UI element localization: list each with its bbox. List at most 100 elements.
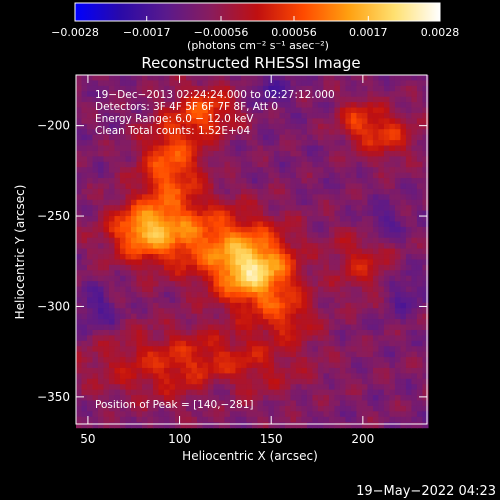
heatmap-cell bbox=[394, 91, 402, 98]
heatmap-cell bbox=[180, 85, 187, 92]
heatmap-cell bbox=[185, 405, 193, 412]
heatmap-cell bbox=[251, 405, 259, 412]
heatmap-cell bbox=[350, 112, 358, 119]
heatmap-cell bbox=[416, 226, 424, 233]
heatmap-cell bbox=[383, 123, 391, 130]
heatmap-cell bbox=[92, 411, 99, 418]
heatmap-cell bbox=[229, 319, 237, 326]
heatmap-cell bbox=[339, 112, 347, 119]
heatmap-cell bbox=[207, 400, 215, 407]
heatmap-cell bbox=[141, 134, 149, 141]
heatmap-cell bbox=[191, 373, 198, 380]
heatmap-cell bbox=[174, 329, 182, 336]
heatmap-cell bbox=[125, 188, 132, 195]
heatmap-cell bbox=[147, 340, 154, 347]
heatmap-cell bbox=[246, 145, 253, 152]
heatmap-cell bbox=[152, 400, 160, 407]
heatmap-cell bbox=[114, 167, 121, 174]
heatmap-cell bbox=[356, 112, 363, 119]
heatmap-cell bbox=[119, 96, 127, 103]
heatmap-cell bbox=[290, 172, 297, 179]
heatmap-cell bbox=[262, 335, 270, 342]
heatmap-cell bbox=[169, 205, 176, 212]
heatmap-cell bbox=[169, 308, 176, 315]
heatmap-cell bbox=[334, 395, 341, 402]
heatmap-cell bbox=[97, 123, 105, 130]
heatmap-cell bbox=[422, 308, 429, 315]
heatmap-cell bbox=[284, 216, 292, 223]
heatmap-cell bbox=[108, 395, 116, 402]
heatmap-cell bbox=[81, 308, 88, 315]
heatmap-cell bbox=[213, 411, 220, 418]
heatmap-cell bbox=[405, 226, 413, 233]
heatmap-cell bbox=[235, 422, 242, 429]
heatmap-cell bbox=[196, 297, 204, 304]
heatmap-cell bbox=[268, 270, 275, 277]
heatmap-cell bbox=[257, 221, 264, 228]
heatmap-cell bbox=[97, 226, 105, 233]
heatmap-cell bbox=[97, 237, 105, 244]
heatmap-cell bbox=[246, 405, 253, 412]
heatmap-cell bbox=[224, 259, 231, 266]
heatmap-cell bbox=[235, 405, 242, 412]
heatmap-cell bbox=[295, 259, 303, 266]
heatmap-cell bbox=[350, 346, 358, 353]
heatmap-cell bbox=[158, 226, 165, 233]
heatmap-cell bbox=[389, 150, 396, 157]
heatmap-cell bbox=[334, 264, 341, 271]
heatmap-cell bbox=[114, 400, 121, 407]
heatmap-cell bbox=[279, 286, 286, 293]
heatmap-cell bbox=[213, 221, 220, 228]
heatmap-cell bbox=[114, 150, 121, 157]
heatmap-cell bbox=[240, 178, 248, 185]
heatmap-cell bbox=[97, 232, 105, 239]
heatmap-cell bbox=[301, 259, 308, 266]
heatmap-cell bbox=[405, 259, 413, 266]
heatmap-cell bbox=[378, 123, 385, 130]
heatmap-cell bbox=[97, 291, 105, 299]
heatmap-cell bbox=[125, 405, 132, 412]
heatmap-cell bbox=[76, 270, 83, 277]
heatmap-cell bbox=[76, 259, 83, 266]
heatmap-cell bbox=[350, 340, 358, 347]
heatmap-cell bbox=[169, 384, 176, 391]
heatmap-cell bbox=[125, 80, 132, 87]
heatmap-cell bbox=[378, 405, 385, 412]
heatmap-cell bbox=[400, 194, 407, 201]
heatmap-cell bbox=[356, 210, 363, 217]
heatmap-cell bbox=[422, 80, 429, 87]
heatmap-cell bbox=[416, 140, 424, 147]
heatmap-cell bbox=[422, 210, 429, 217]
heatmap-cell bbox=[174, 259, 182, 266]
heatmap-cell bbox=[119, 188, 127, 195]
heatmap-cell bbox=[213, 367, 220, 374]
heatmap-cell bbox=[405, 134, 413, 141]
heatmap-cell bbox=[383, 150, 391, 157]
heatmap-cell bbox=[262, 80, 270, 87]
heatmap-cell bbox=[103, 357, 110, 364]
heatmap-cell bbox=[125, 145, 132, 152]
heatmap-cell bbox=[218, 297, 226, 304]
heatmap-cell bbox=[213, 123, 220, 130]
heatmap-cell bbox=[202, 210, 209, 217]
heatmap-cell bbox=[345, 259, 352, 266]
heatmap-cell bbox=[367, 308, 374, 315]
heatmap-cell bbox=[262, 313, 270, 320]
heatmap-cell bbox=[114, 254, 121, 261]
heatmap-cell bbox=[389, 335, 396, 342]
heatmap-cell bbox=[334, 232, 341, 239]
heatmap-cell bbox=[372, 346, 380, 353]
heatmap-cell bbox=[279, 270, 286, 277]
heatmap-cell bbox=[136, 85, 143, 92]
heatmap-cell bbox=[229, 351, 237, 358]
heatmap-cell bbox=[202, 123, 209, 130]
heatmap-cell bbox=[114, 237, 121, 244]
heatmap-cell bbox=[235, 194, 242, 201]
heatmap-cell bbox=[361, 145, 369, 152]
heatmap-cell bbox=[400, 264, 407, 271]
heatmap-cell bbox=[119, 80, 127, 87]
heatmap-cell bbox=[240, 161, 248, 168]
heatmap-cell bbox=[367, 123, 374, 130]
heatmap-cell bbox=[147, 188, 154, 195]
heatmap-cell bbox=[136, 395, 143, 402]
